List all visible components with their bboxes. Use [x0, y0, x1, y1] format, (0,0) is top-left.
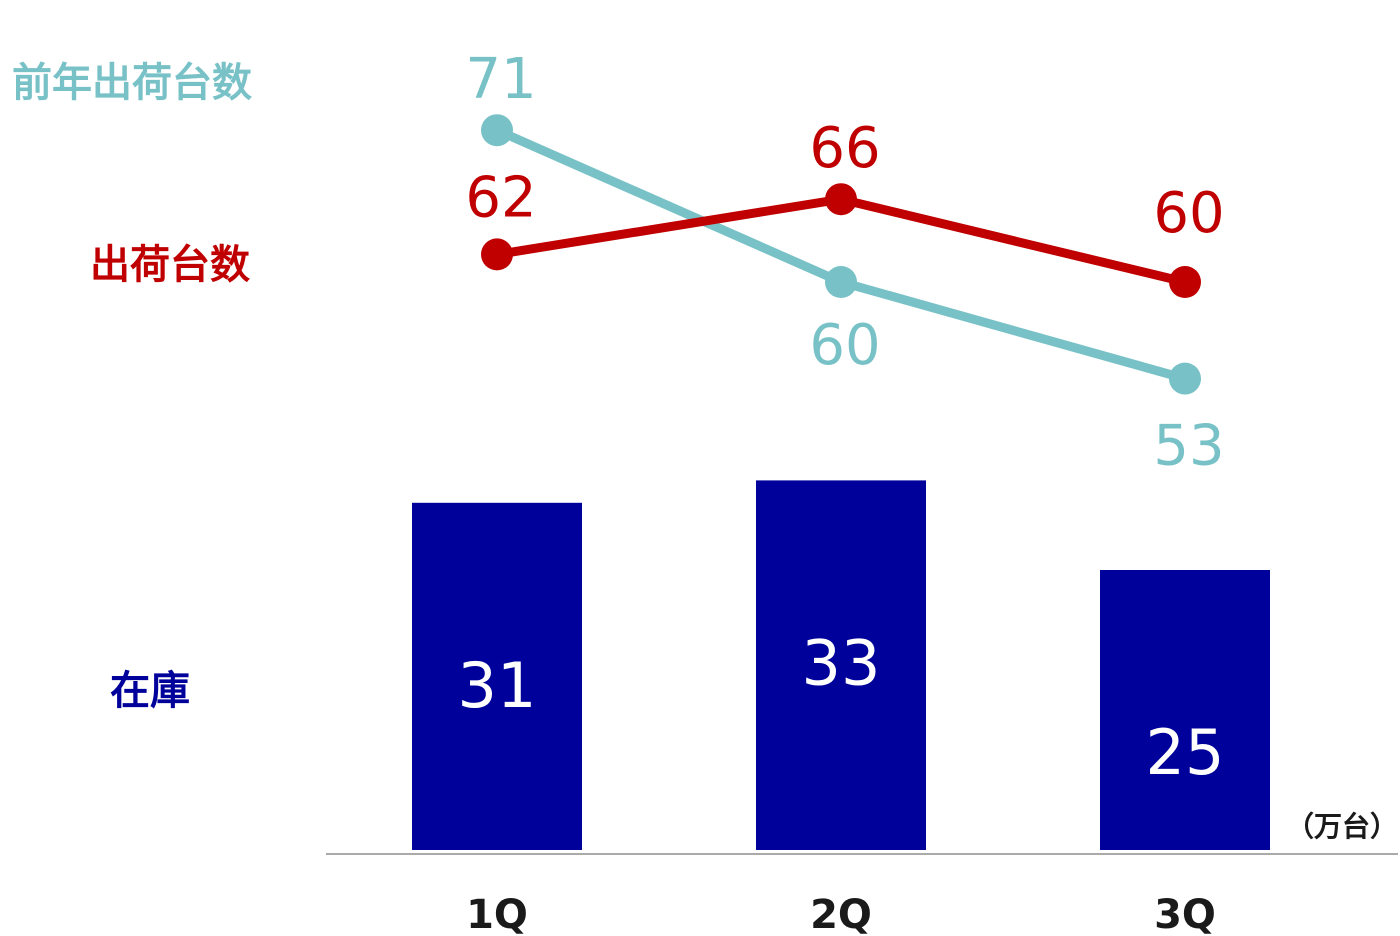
- shipments-point-3Q: [1169, 266, 1201, 298]
- x-tick-label-2Q: 2Q: [810, 892, 872, 936]
- shipments-value-label-3Q: 60: [1153, 181, 1224, 246]
- inventory-value-label-1Q: 31: [458, 649, 537, 722]
- label-group: 31 33 25 71 60 53 62 66 60 1Q 2Q 3Q: [458, 47, 1225, 936]
- series-label-inventory: 在庫: [110, 668, 190, 714]
- prev-year-shipments-value-label-2Q: 60: [809, 313, 880, 378]
- prev-year-shipments-point-2Q: [825, 266, 857, 298]
- inventory-bar-3Q: [1100, 570, 1270, 850]
- prev-year-shipments-point-3Q: [1169, 362, 1201, 395]
- inventory-value-label-3Q: 25: [1146, 716, 1225, 789]
- shipments-point-1Q: [481, 238, 513, 271]
- prev-year-shipments-value-label-3Q: 53: [1153, 414, 1224, 479]
- series-label-prev-year-shipments: 前年出荷台数: [12, 60, 252, 106]
- shipments-value-label-2Q: 66: [809, 116, 880, 181]
- inventory-bar-1Q: [412, 502, 582, 850]
- prev-year-shipments-point-1Q: [481, 114, 513, 147]
- bar-group: [412, 480, 1270, 850]
- line-group: [481, 114, 1201, 395]
- x-tick-label-3Q: 3Q: [1154, 892, 1216, 936]
- inventory-bar-2Q: [756, 480, 926, 850]
- shipments-value-label-1Q: 62: [465, 165, 536, 230]
- x-tick-label-1Q: 1Q: [466, 892, 528, 936]
- unit-label: （万台）: [1286, 810, 1398, 843]
- shipments-point-2Q: [825, 183, 857, 216]
- prev-year-shipments-value-label-1Q: 71: [465, 47, 536, 112]
- inventory-value-label-2Q: 33: [802, 626, 881, 699]
- series-label-shipments: 出荷台数: [90, 242, 250, 288]
